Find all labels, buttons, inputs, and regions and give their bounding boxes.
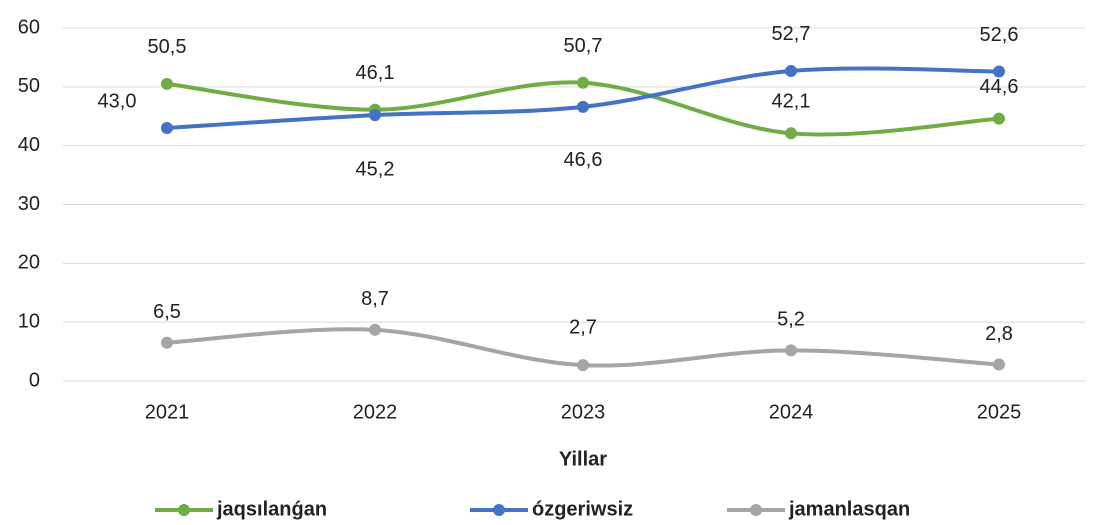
data-point (577, 76, 589, 89)
y-tick-label: 10 (18, 310, 40, 332)
x-tick-label: 2023 (561, 401, 606, 423)
data-point (161, 77, 173, 90)
legend-label: jamanlasqan (788, 498, 910, 520)
data-point (577, 359, 589, 372)
legend-marker (750, 504, 762, 516)
x-tick-label: 2025 (977, 401, 1022, 423)
data-point (161, 336, 173, 349)
y-tick-label: 30 (18, 193, 40, 215)
data-point (369, 109, 381, 122)
data-label: 46,1 (356, 62, 395, 84)
data-label: 2,8 (985, 323, 1013, 345)
y-tick-label: 40 (18, 134, 40, 156)
x-tick-label: 2022 (353, 401, 398, 423)
data-label: 50,5 (148, 36, 187, 58)
data-point (993, 112, 1005, 125)
data-point (161, 122, 173, 135)
data-label: 5,2 (777, 309, 805, 331)
legend-marker (178, 504, 190, 516)
data-point (369, 323, 381, 336)
data-label: 42,1 (772, 91, 811, 113)
y-tick-label: 50 (18, 75, 40, 97)
data-label: 52,7 (772, 23, 811, 45)
data-label: 2,7 (569, 316, 597, 338)
legend-marker (493, 504, 505, 516)
y-tick-label: 20 (18, 252, 40, 274)
data-point (785, 127, 797, 140)
x-tick-label: 2024 (769, 401, 814, 423)
data-label: 6,5 (153, 301, 181, 323)
x-axis-title: Yillar (559, 448, 607, 470)
data-label: 50,7 (564, 35, 603, 57)
data-label: 44,6 (980, 76, 1019, 98)
data-point (785, 344, 797, 357)
data-label: 52,6 (980, 24, 1019, 46)
y-tick-label: 0 (29, 369, 40, 391)
data-label: 46,6 (564, 149, 603, 171)
x-tick-label: 2021 (145, 401, 190, 423)
y-tick-label: 60 (18, 16, 40, 38)
data-label: 45,2 (356, 158, 395, 180)
legend-label: jaqsılanǵan (216, 498, 327, 520)
data-point (993, 358, 1005, 371)
data-point (993, 65, 1005, 78)
data-label: 43,0 (98, 90, 137, 112)
data-point (785, 64, 797, 77)
legend-label: ózgeriwsiz (532, 498, 633, 520)
data-label: 8,7 (361, 288, 389, 310)
data-point (577, 100, 589, 113)
